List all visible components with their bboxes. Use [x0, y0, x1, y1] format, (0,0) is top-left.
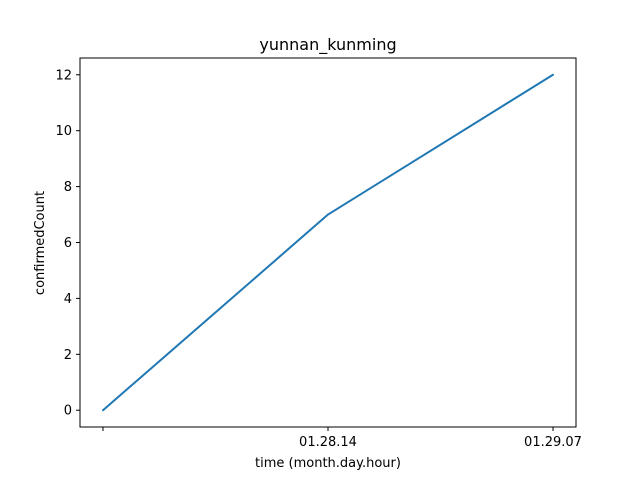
y-tick-label: 8	[64, 180, 72, 195]
y-axis-label: confirmedCount	[33, 191, 48, 295]
plot-area	[80, 58, 576, 427]
y-axis-ticks: 0 2 4 6 8 10 12	[55, 68, 80, 419]
y-tick-label: 4	[64, 292, 72, 307]
y-tick-label: 2	[64, 348, 72, 363]
y-tick-label: 6	[64, 236, 72, 251]
chart-title: yunnan_kunming	[259, 35, 396, 55]
x-axis-ticks: 01.28.14 01.29.07	[102, 427, 582, 450]
y-tick-label: 0	[64, 404, 72, 419]
series-layer	[102, 73, 554, 412]
x-axis-label: time (month.day.hour)	[255, 456, 401, 471]
plot-frame	[79, 57, 577, 428]
y-tick-label: 12	[55, 68, 72, 83]
y-tick-label: 10	[55, 124, 72, 139]
x-tick-label: 01.28.14	[299, 435, 357, 450]
series-line	[102, 73, 554, 412]
x-tick-label: 01.29.07	[524, 435, 582, 450]
